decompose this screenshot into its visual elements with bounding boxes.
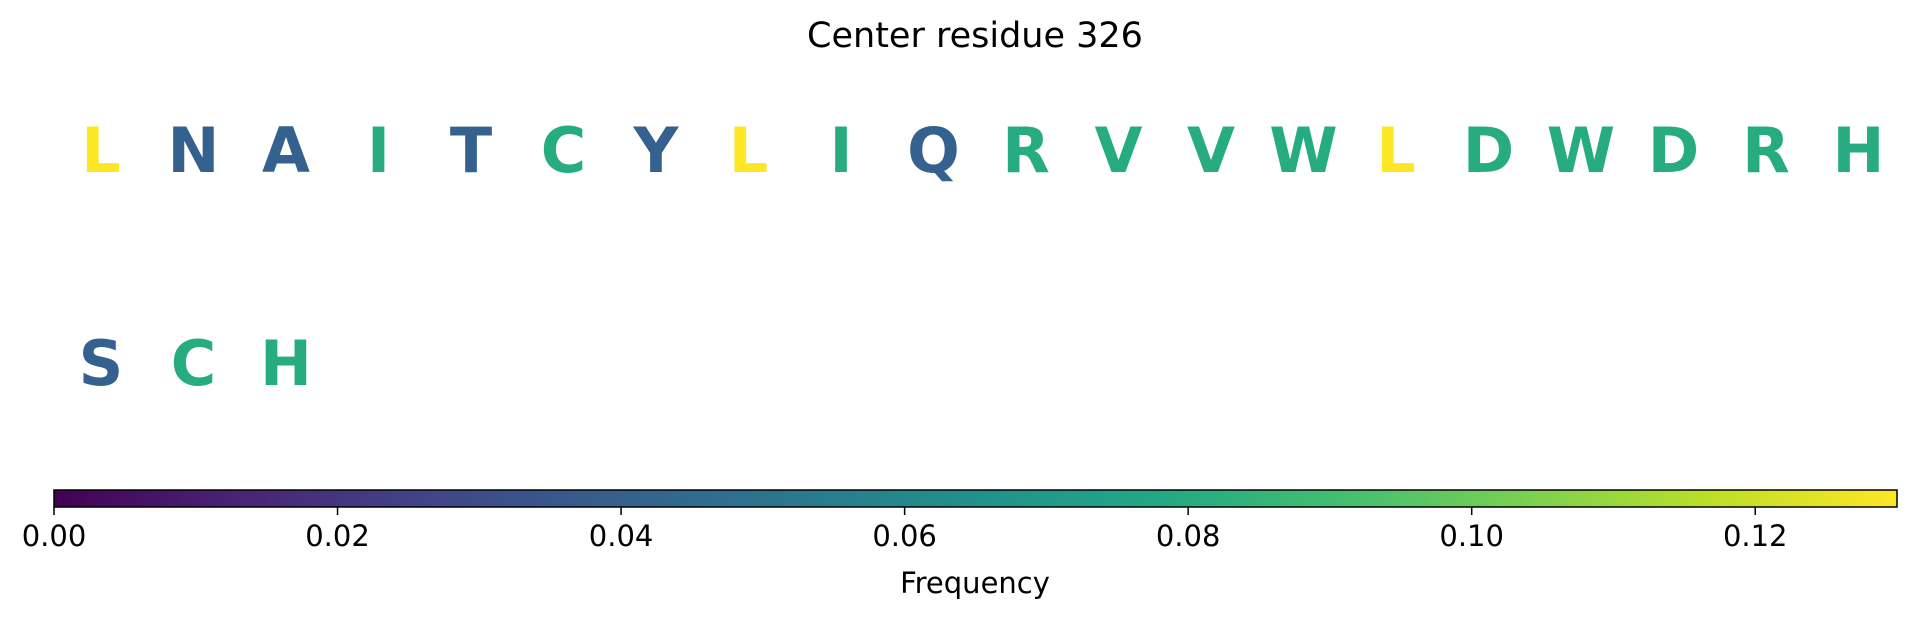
- residue-letter: W: [1547, 114, 1615, 187]
- residue-letter: C: [171, 327, 217, 400]
- colorbar-tick-label: 0.00: [22, 519, 87, 553]
- residue-letter: D: [1463, 114, 1514, 187]
- residue-letter: I: [829, 114, 852, 187]
- residue-letter: H: [1833, 114, 1885, 187]
- residue-sequence: L N A I T C Y L I Q R V V W L D W D R HS C H: [79, 114, 1885, 400]
- residue-letter: H: [260, 327, 312, 400]
- colorbar-tick-label: 0.04: [589, 519, 654, 553]
- residue-letter: R: [1742, 114, 1790, 187]
- residue-letter: W: [1269, 114, 1337, 187]
- residue-letter: V: [1187, 114, 1235, 187]
- residue-letter: L: [729, 114, 769, 187]
- residue-letter: L: [81, 114, 121, 187]
- colorbar-tick-label: 0.10: [1439, 519, 1504, 553]
- residue-letter: A: [262, 114, 310, 187]
- colorbar-tick-label: 0.08: [1156, 519, 1221, 553]
- residue-letter: N: [168, 114, 220, 187]
- chart-title: Center residue 326: [807, 16, 1143, 56]
- residue-letter: Q: [907, 114, 960, 187]
- residue-letter: D: [1648, 114, 1699, 187]
- colorbar: 0.00 0.02 0.04 0.06 0.08 0.10 0.12 Frequency: [22, 489, 1898, 600]
- colorbar-tick-label: 0.06: [872, 519, 937, 553]
- colorbar-tick-label: 0.02: [305, 519, 370, 553]
- colorbar-ticks: 0.00 0.02 0.04 0.06 0.08 0.10 0.12: [22, 507, 1788, 553]
- residue-letter: S: [79, 327, 124, 400]
- residue-letter: V: [1095, 114, 1143, 187]
- colorbar-label: Frequency: [900, 566, 1050, 600]
- residue-letter: R: [1002, 114, 1050, 187]
- residue-letter: L: [1376, 114, 1416, 187]
- residue-letter: T: [450, 114, 492, 187]
- colorbar-tick-label: 0.12: [1723, 519, 1788, 553]
- residue-letter: I: [367, 114, 390, 187]
- residue-letter: Y: [633, 114, 680, 187]
- colorbar-gradient: [53, 489, 1898, 508]
- residue-letter: C: [541, 114, 587, 187]
